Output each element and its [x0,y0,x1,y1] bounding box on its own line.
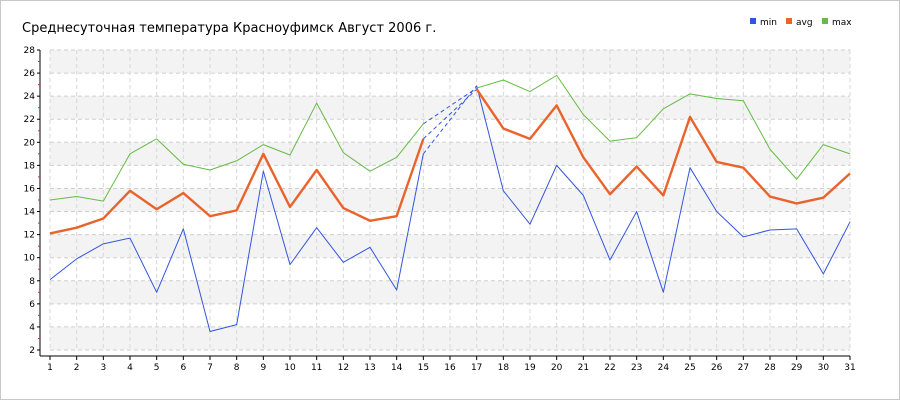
background-band [50,50,850,74]
y-tick-label: 26 [24,69,36,79]
x-tick-label: 22 [604,363,615,373]
y-tick-label: 2 [29,346,35,356]
series-line-max [49,102,424,202]
x-tick-label: 3 [100,363,106,373]
gap-bridge-max [423,87,477,125]
y-tick-label: 24 [24,92,36,102]
y-tick-label: 22 [24,115,35,125]
y-tick-label: 8 [29,277,35,287]
x-tick-label: 18 [498,363,510,373]
series-line-min [49,153,424,333]
legend-swatch-max [822,18,828,24]
x-tick-label: 21 [578,363,589,373]
series-line-avg [49,138,425,235]
y-tick-label: 6 [29,300,35,310]
series-line-min [476,85,851,293]
x-tick-label: 25 [684,363,695,373]
legend-swatch-avg [786,18,792,24]
y-tick-label: 14 [24,208,36,218]
x-tick-label: 16 [444,363,456,373]
x-tick-label: 24 [658,363,670,373]
x-tick-label: 26 [711,363,723,373]
y-tick-label: 16 [24,184,36,194]
x-tick-label: 15 [418,363,429,373]
y-tick-label: 18 [24,161,36,171]
y-tick-label: 10 [24,254,36,264]
y-tick-label: 28 [24,46,36,56]
legend-label-max: max [832,18,852,28]
x-tick-label: 13 [364,363,375,373]
gap-bridge-min [422,85,478,155]
legend-label-avg: avg [796,18,813,28]
axes [37,49,851,360]
x-tick-label: 9 [260,363,266,373]
x-tick-label: 17 [471,363,482,373]
x-tick-label: 10 [284,363,296,373]
x-tick-label: 8 [234,363,240,373]
background-band [50,142,850,166]
y-tick-label: 20 [24,138,36,148]
x-tick-label: 5 [154,363,160,373]
series-line-avg [475,88,851,205]
legend-swatch-min [750,18,756,24]
x-tick-label: 23 [631,363,642,373]
x-tick-label: 2 [74,363,80,373]
x-tick-label: 4 [127,363,133,373]
x-tick-label: 12 [338,363,349,373]
chart-title: Среднесуточная температура Красноуфимск … [22,21,436,36]
x-tick-label: 27 [738,363,749,373]
x-tick-label: 28 [764,363,776,373]
x-tick-label: 14 [391,363,403,373]
x-tick-label: 19 [524,363,536,373]
x-tick-label: 11 [311,363,322,373]
series-lines [49,74,851,333]
x-tick-label: 29 [791,363,803,373]
legend-label-min: min [760,18,777,28]
x-tick-label: 30 [818,363,830,373]
x-tick-label: 20 [551,363,563,373]
y-tick-label: 12 [24,231,35,241]
x-tick-label: 6 [180,363,186,373]
legend: min avg max [750,18,852,28]
x-tick-label: 31 [844,363,855,373]
background-band [50,280,850,304]
series-line-max [476,74,851,180]
y-tick-label: 4 [29,323,35,333]
gap-bridge-avg [422,88,478,140]
x-tick-label: 1 [47,363,53,373]
x-tick-label: 7 [207,363,213,373]
